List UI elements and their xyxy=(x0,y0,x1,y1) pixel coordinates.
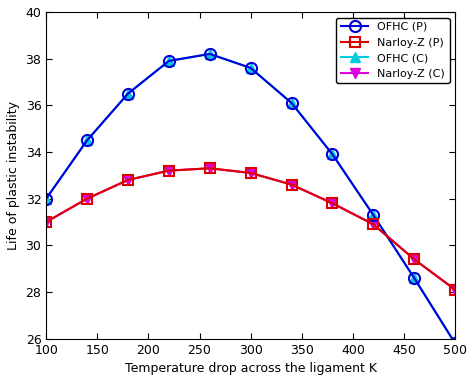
OFHC (C) xyxy=(289,101,294,105)
OFHC (C) xyxy=(371,213,376,217)
OFHC (C) xyxy=(207,52,213,56)
OFHC (P) xyxy=(248,66,254,70)
Narloy-Z (P) xyxy=(371,222,376,227)
OFHC (P) xyxy=(44,196,49,201)
Narloy-Z (P) xyxy=(289,182,294,187)
Narloy-Z (C) xyxy=(289,182,294,187)
OFHC (P) xyxy=(329,152,335,157)
OFHC (C) xyxy=(44,196,49,201)
Narloy-Z (P) xyxy=(166,168,172,173)
Line: Narloy-Z (C): Narloy-Z (C) xyxy=(41,163,460,295)
Narloy-Z (P) xyxy=(329,201,335,206)
Narloy-Z (C) xyxy=(44,220,49,224)
OFHC (C) xyxy=(84,138,90,142)
Narloy-Z (C) xyxy=(411,257,417,262)
Narloy-Z (C) xyxy=(166,168,172,173)
Narloy-Z (P) xyxy=(84,196,90,201)
OFHC (P) xyxy=(166,59,172,63)
Narloy-Z (C) xyxy=(125,178,131,182)
Narloy-Z (P) xyxy=(411,257,417,262)
Narloy-Z (P) xyxy=(44,220,49,224)
OFHC (P) xyxy=(411,276,417,280)
Narloy-Z (C) xyxy=(452,287,458,292)
Narloy-Z (P) xyxy=(248,171,254,175)
OFHC (P) xyxy=(371,213,376,217)
Narloy-Z (P) xyxy=(207,166,213,171)
Legend: OFHC (P), Narloy-Z (P), OFHC (C), Narloy-Z (C): OFHC (P), Narloy-Z (P), OFHC (C), Narloy… xyxy=(336,18,449,83)
OFHC (P) xyxy=(84,138,90,142)
Line: Narloy-Z (P): Narloy-Z (P) xyxy=(41,163,460,295)
Narloy-Z (C) xyxy=(371,222,376,227)
OFHC (P) xyxy=(125,91,131,96)
Line: OFHC (P): OFHC (P) xyxy=(41,49,461,349)
Y-axis label: Life of plastic instability: Life of plastic instability xyxy=(7,101,20,250)
OFHC (P) xyxy=(452,341,458,346)
OFHC (C) xyxy=(329,152,335,157)
OFHC (C) xyxy=(411,276,417,280)
OFHC (C) xyxy=(166,59,172,63)
Narloy-Z (P) xyxy=(125,178,131,182)
Line: OFHC (C): OFHC (C) xyxy=(41,49,460,348)
Narloy-Z (C) xyxy=(84,196,90,201)
Narloy-Z (C) xyxy=(248,171,254,175)
OFHC (C) xyxy=(248,66,254,70)
Narloy-Z (C) xyxy=(207,166,213,171)
OFHC (C) xyxy=(125,91,131,96)
OFHC (P) xyxy=(207,52,213,56)
X-axis label: Temperature drop across the ligament K: Temperature drop across the ligament K xyxy=(125,362,377,375)
OFHC (P) xyxy=(289,101,294,105)
Narloy-Z (C) xyxy=(329,201,335,206)
OFHC (C) xyxy=(452,341,458,346)
Narloy-Z (P) xyxy=(452,287,458,292)
